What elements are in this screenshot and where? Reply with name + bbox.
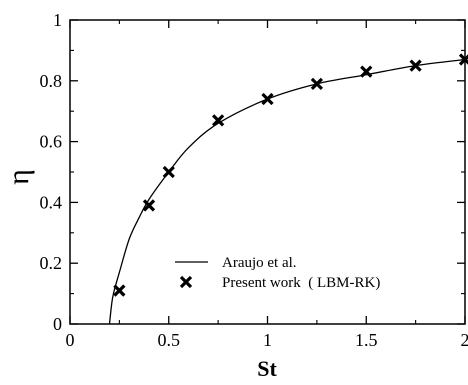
data-point-x-marker: [142, 199, 156, 212]
y-tick-label: 0: [53, 314, 62, 334]
axis-ticks: [69, 19, 466, 325]
y-tick-label: 0.8: [40, 71, 63, 91]
x-tick-label: 2: [461, 330, 468, 350]
legend-label-araujo: Araujo et al.: [222, 255, 297, 271]
x-axis-label: St: [257, 356, 277, 381]
y-tick-label: 0.2: [40, 253, 63, 273]
y-axis-label: η: [2, 169, 35, 185]
y-tick-labels: 0 0.2 0.4 0.6 0.8 1: [40, 10, 63, 334]
data-point-x-marker: [211, 114, 225, 127]
data-point-x-marker: [458, 53, 468, 66]
legend: Araujo et al. Present work ( LBM-RK): [175, 255, 380, 291]
y-tick-label: 0.6: [40, 132, 63, 152]
data-point-x-marker: [113, 284, 126, 297]
data-point-x-marker: [409, 59, 422, 72]
x-tick-label: 0: [66, 330, 75, 350]
x-tick-label: 1: [263, 330, 272, 350]
data-point-x-marker: [310, 77, 324, 90]
y-tick-label: 1: [53, 10, 62, 30]
legend-label-present-work: Present work ( LBM-RK): [222, 275, 380, 291]
x-tick-label: 1.5: [355, 330, 378, 350]
series-present-work-markers: [113, 53, 468, 297]
data-point-x-marker: [162, 165, 175, 179]
x-tick-labels: 0 0.5 1 1.5 2: [66, 330, 468, 350]
data-point-x-marker: [360, 65, 373, 78]
y-tick-label: 0.4: [40, 192, 63, 212]
x-tick-label: 0.5: [158, 330, 181, 350]
legend-marker-symbol: [179, 275, 193, 289]
data-point-x-marker: [261, 92, 274, 106]
